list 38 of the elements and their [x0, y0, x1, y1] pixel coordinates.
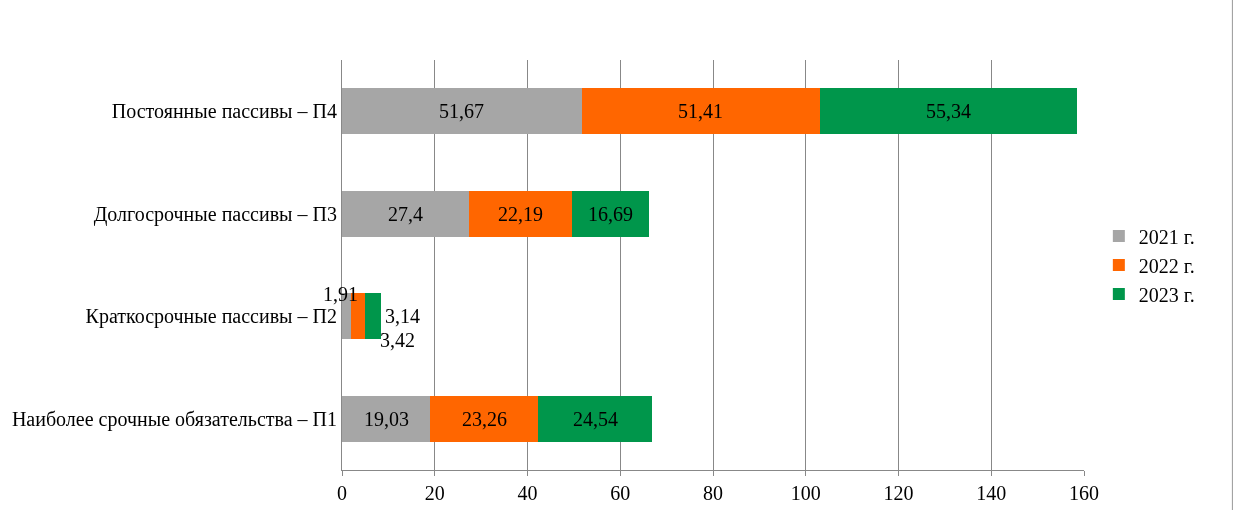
x-tick-label: 40 [517, 482, 538, 504]
y-tick-label: Наиболее срочные обязательства – П1 [11, 407, 337, 431]
data-label: 55,34 [926, 100, 971, 122]
data-label: 23,26 [462, 408, 507, 430]
data-label: 27,4 [388, 203, 423, 225]
bar [820, 88, 1077, 135]
x-tick-label: 120 [883, 482, 914, 504]
legend-label: 2021 г. [1138, 225, 1195, 248]
x-tick-label: 100 [790, 482, 821, 504]
x-tick-label: 80 [703, 482, 723, 504]
legend-label: 2023 г. [1138, 283, 1195, 306]
data-label: 16,69 [588, 203, 633, 225]
x-tick-label: 0 [337, 482, 347, 504]
data-label: 3,14 [385, 305, 420, 327]
x-tick-label: 160 [1069, 482, 1099, 504]
data-label: 51,67 [439, 100, 484, 122]
data-label: 22,19 [498, 203, 543, 225]
legend-label: 2022 г. [1138, 254, 1195, 277]
bar [342, 88, 582, 135]
bar [581, 88, 821, 135]
data-label: 19,03 [364, 408, 409, 430]
bar [342, 190, 470, 237]
x-tick-label: 140 [976, 482, 1007, 504]
data-label: 3,42 [380, 329, 415, 351]
bar [365, 293, 382, 340]
y-tick-label: Постоянные пассивы – П4 [111, 100, 337, 123]
bar [571, 190, 650, 237]
data-label: 24,54 [573, 408, 618, 430]
x-tick-label: 60 [610, 482, 631, 504]
y-tick-label: Долгосрочные пассивы – П3 [93, 202, 337, 226]
data-label: 1,91 [323, 283, 358, 305]
bar [469, 190, 572, 237]
bar [538, 395, 652, 442]
bar [430, 395, 539, 442]
x-tick-label: 20 [424, 482, 445, 504]
data-label: 51,41 [678, 100, 723, 122]
y-tick-label: Краткосрочные пассивы – П2 [85, 305, 337, 329]
bar [342, 395, 431, 442]
